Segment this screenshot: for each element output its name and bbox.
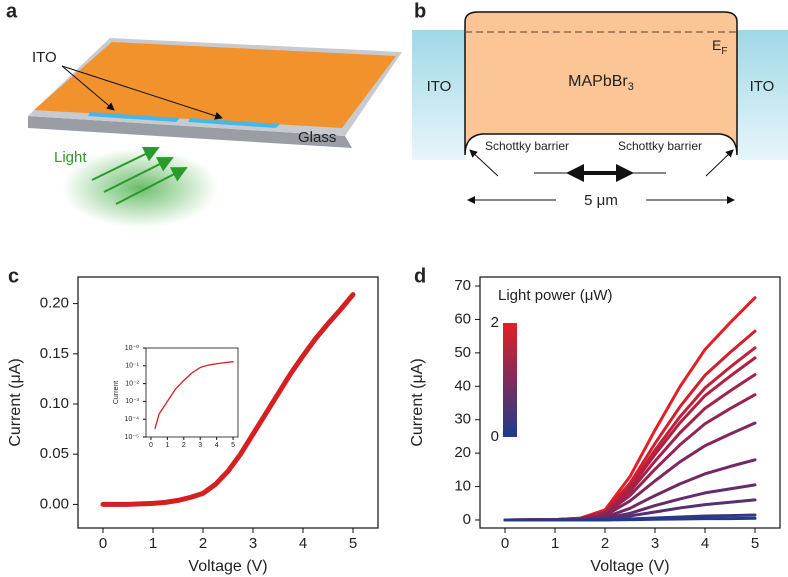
axes-frame bbox=[77, 276, 379, 529]
x-axis-label: Voltage (V) bbox=[188, 558, 267, 575]
light-arrow bbox=[91, 146, 160, 181]
x-tick-label: 0 bbox=[99, 535, 107, 552]
y-tick-label: 30 bbox=[454, 411, 471, 428]
y-axis-label: Current bbox=[113, 381, 120, 404]
data-line bbox=[154, 361, 234, 430]
ito-label: ITO bbox=[427, 78, 452, 95]
pointer bbox=[61, 65, 115, 111]
colorbar-title: Light power (μW) bbox=[498, 287, 613, 304]
panel-b: b EF MAPbBr3 ITO ITO Schottky barrier Sc… bbox=[412, 0, 788, 209]
y-tick-label: 0 bbox=[463, 511, 471, 528]
ito-strip bbox=[188, 118, 280, 128]
y-tick-label: 40 bbox=[454, 377, 471, 394]
perovskite-film bbox=[34, 42, 396, 128]
data-line bbox=[100, 292, 356, 507]
y-tick-label: 10⁻² bbox=[125, 380, 139, 387]
x-axis-label: Voltage (V) bbox=[590, 558, 669, 575]
x-tick-label: 3 bbox=[198, 442, 202, 449]
light-arrow bbox=[103, 157, 174, 193]
ito-electrode bbox=[412, 30, 466, 160]
panel-a: a ITO Glass Light bbox=[6, 0, 402, 228]
data-line bbox=[503, 373, 757, 522]
colorbar-tick-label: 0 bbox=[491, 428, 499, 445]
x-tick-label: 3 bbox=[249, 535, 257, 552]
width-label: 5 μm bbox=[584, 192, 618, 209]
x-tick-label: 0 bbox=[149, 442, 153, 449]
y-axis-label: Current (μA) bbox=[7, 358, 24, 446]
y-axis-label: Current (μA) bbox=[409, 358, 426, 446]
x-tick-label: 4 bbox=[215, 442, 219, 449]
fermi-label: EF bbox=[712, 37, 727, 57]
ito-electrode bbox=[737, 30, 788, 160]
axes-frame bbox=[479, 276, 781, 529]
x-tick-label: 5 bbox=[231, 442, 235, 449]
y-tick-label: 60 bbox=[454, 310, 471, 327]
inset-background bbox=[146, 348, 238, 437]
ito-label: ITO bbox=[750, 78, 775, 95]
x-tick-label: 5 bbox=[751, 535, 759, 552]
pointer bbox=[61, 65, 223, 120]
x-tick-label: 4 bbox=[299, 535, 307, 552]
y-tick-label: 10⁻⁴ bbox=[125, 416, 140, 423]
colorbar-tick-label: 2 bbox=[491, 314, 499, 331]
y-tick-label: 0.15 bbox=[40, 345, 69, 362]
panel-label: d bbox=[414, 265, 426, 287]
x-tick-label: 4 bbox=[701, 535, 709, 552]
x-tick-label: 2 bbox=[182, 442, 186, 449]
y-tick-label: 0.20 bbox=[40, 295, 69, 312]
ito-label: ITO bbox=[32, 49, 57, 66]
y-tick-label: 0.05 bbox=[40, 445, 69, 462]
pointer bbox=[469, 149, 499, 177]
panel-label: c bbox=[8, 265, 19, 287]
glass-edge bbox=[28, 116, 352, 148]
x-tick-label: 2 bbox=[199, 535, 207, 552]
x-tick-label: 5 bbox=[349, 535, 357, 552]
y-tick-label: 70 bbox=[454, 277, 471, 294]
device-symbol bbox=[566, 164, 584, 182]
light-label: Light bbox=[54, 149, 87, 166]
x-tick-label: 1 bbox=[165, 442, 169, 449]
material-sub: 3 bbox=[628, 81, 634, 93]
barrier-label: Schottky barrier bbox=[618, 139, 702, 153]
light-arrow bbox=[115, 167, 188, 205]
charts: 0 1 2 3 4 5 0.00 0.05 0.10 0.15 0.20 Voltage (V) Cur… bbox=[7, 265, 781, 575]
y-tick-label: 10⁻⁵ bbox=[125, 434, 139, 441]
y-tick-label: 0.00 bbox=[40, 495, 69, 512]
x-tick-label: 0 bbox=[501, 535, 509, 552]
barrier-label: Schottky barrier bbox=[485, 139, 569, 153]
colorbar bbox=[503, 323, 517, 437]
x-tick-label: 3 bbox=[651, 535, 659, 552]
material-main: MAPbBr bbox=[568, 73, 628, 90]
y-tick-label: 50 bbox=[454, 344, 471, 361]
perovskite-band bbox=[464, 11, 738, 156]
axes-frame bbox=[145, 347, 239, 438]
y-tick-label: 0.10 bbox=[40, 395, 69, 412]
pointer bbox=[705, 149, 734, 177]
device-symbol bbox=[616, 164, 634, 182]
panel-label: b bbox=[414, 0, 426, 22]
fermi-main: E bbox=[712, 37, 721, 53]
y-tick-label: 20 bbox=[454, 444, 471, 461]
ito-strip bbox=[88, 112, 180, 122]
glass-label: Glass bbox=[298, 129, 336, 146]
data-line bbox=[503, 516, 757, 522]
panel-label: a bbox=[6, 0, 18, 22]
material-label: MAPbBr3 bbox=[568, 73, 634, 93]
y-tick-label: 10⁻³ bbox=[125, 398, 139, 405]
y-tick-label: 10⁻¹ bbox=[125, 363, 139, 370]
fermi-sub: F bbox=[721, 46, 727, 57]
y-tick-label: 10 bbox=[454, 478, 471, 495]
x-tick-label: 1 bbox=[551, 535, 559, 552]
x-tick-label: 1 bbox=[149, 535, 157, 552]
x-tick-label: 2 bbox=[601, 535, 609, 552]
y-tick-label: 10⁻⁰ bbox=[125, 344, 139, 352]
